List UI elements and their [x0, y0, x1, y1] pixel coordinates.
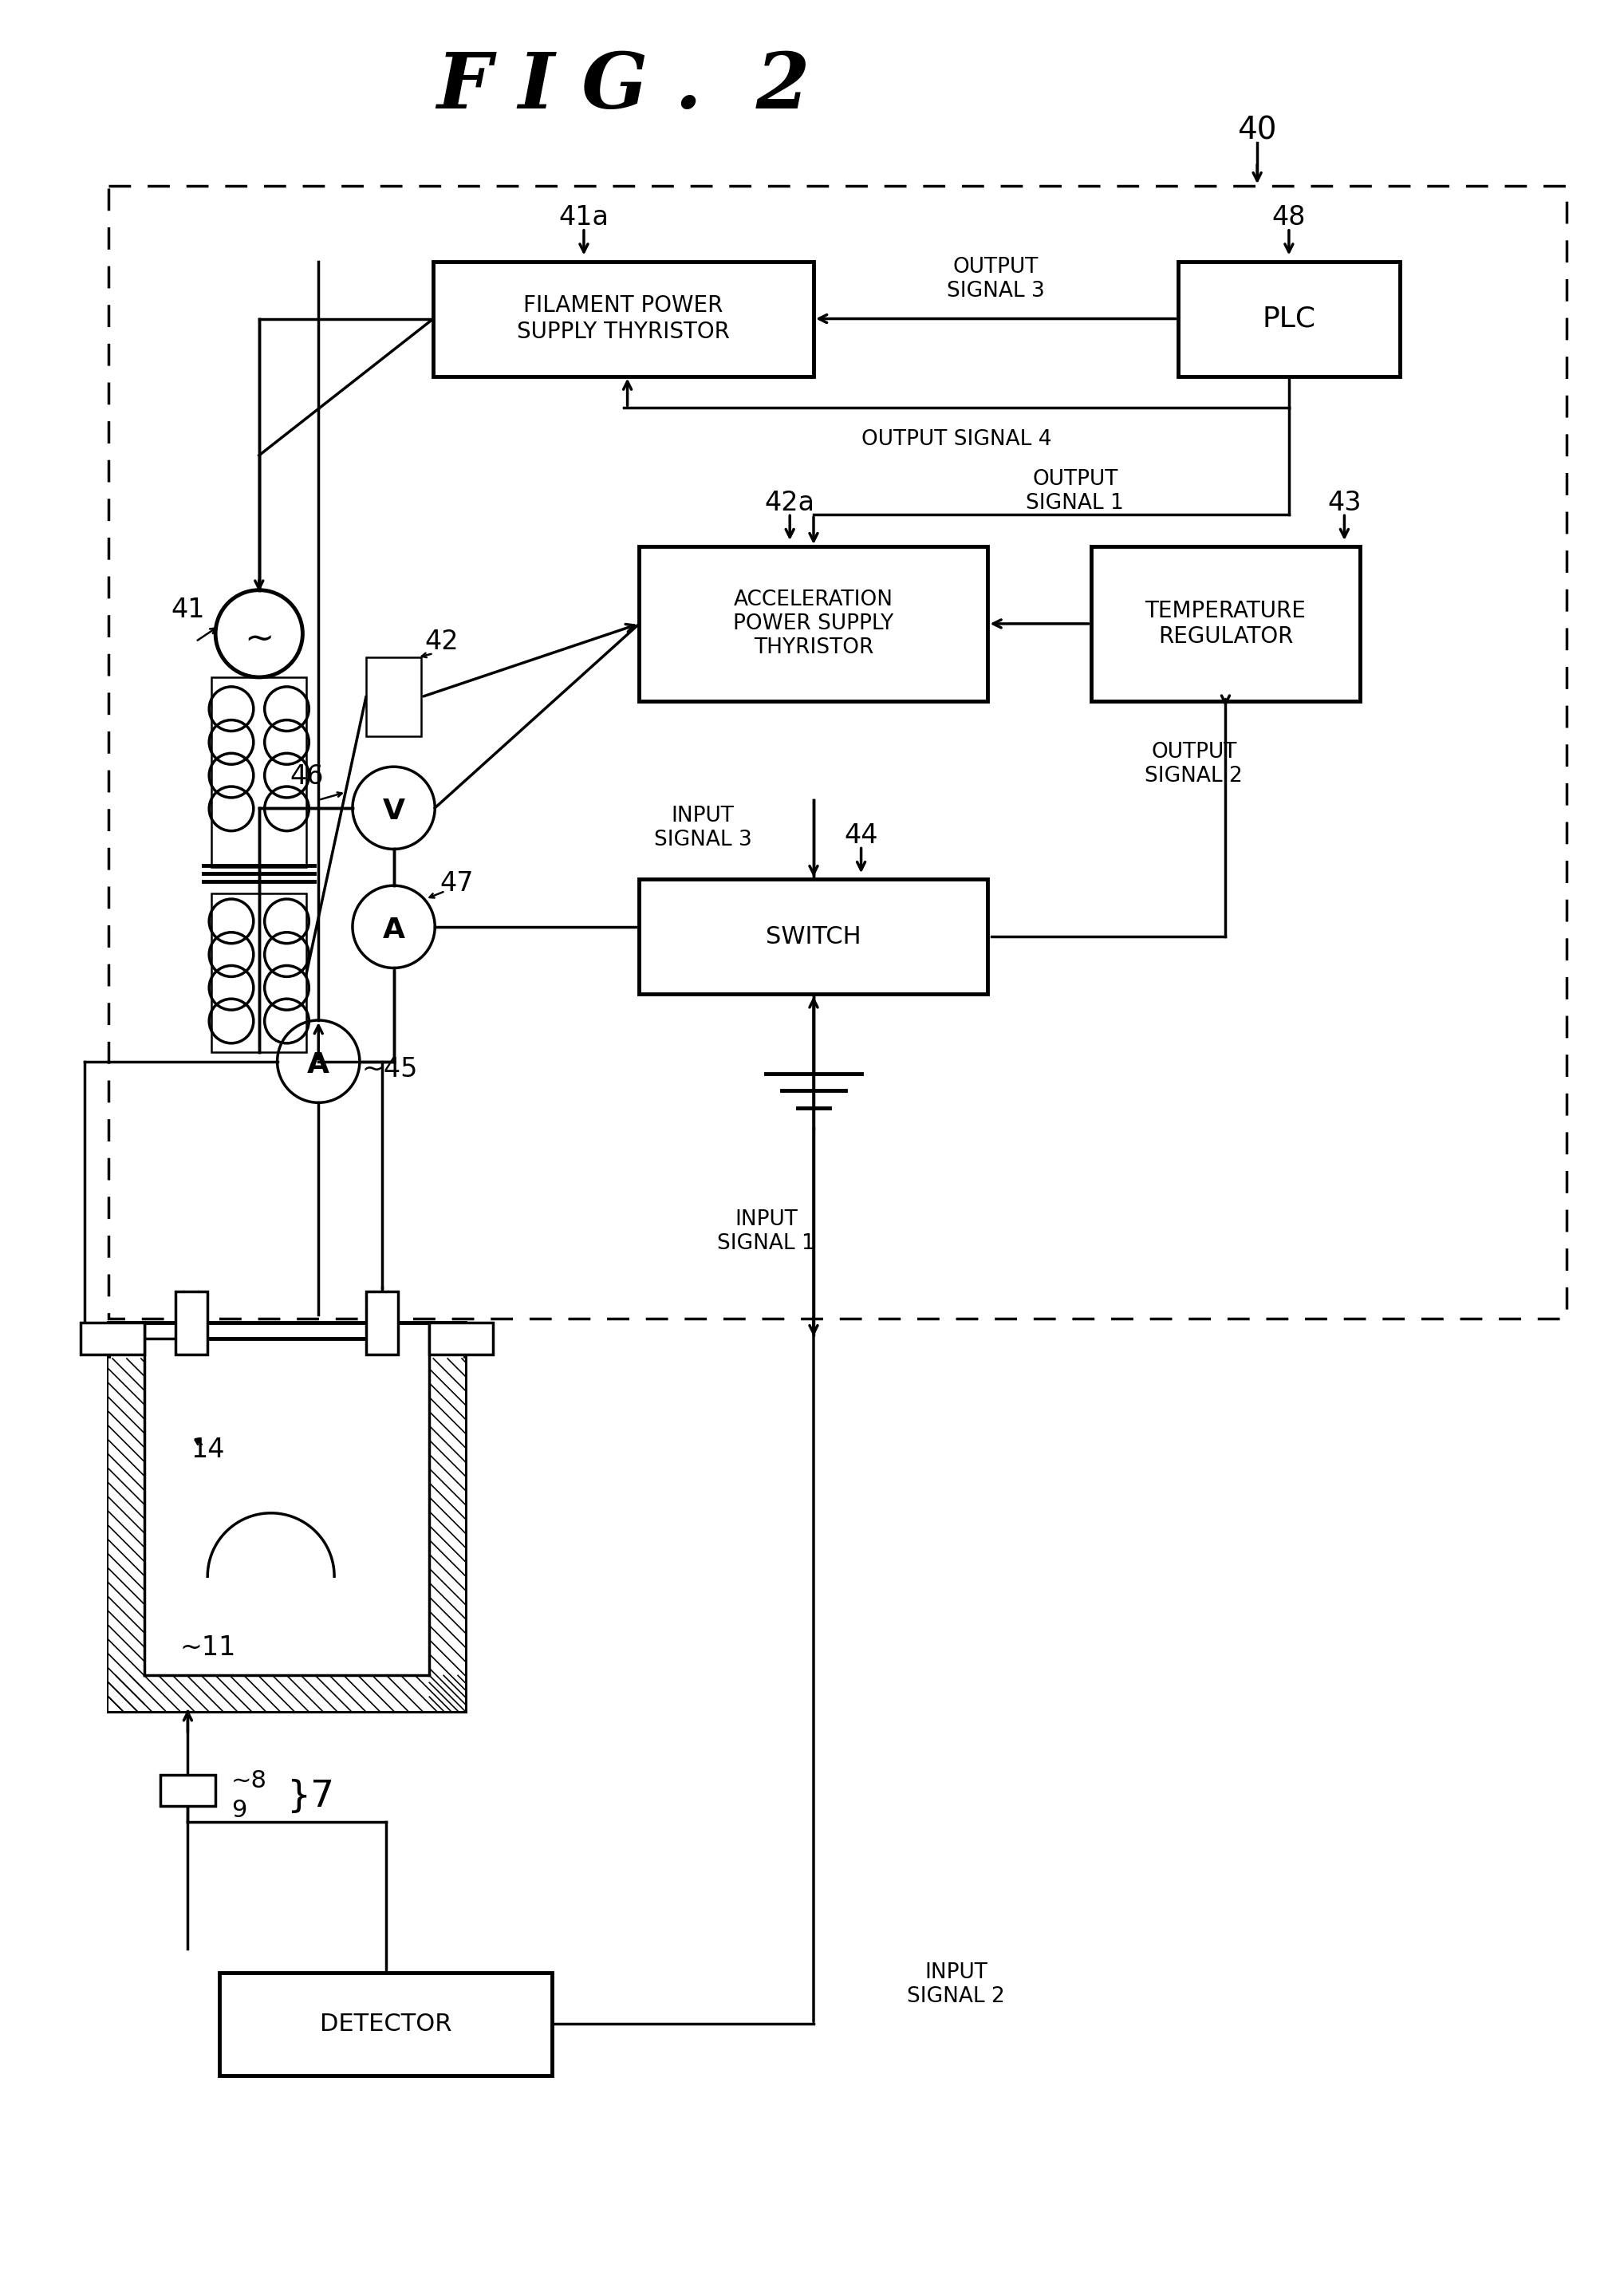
Bar: [365, 657, 422, 737]
Text: PLC: PLC: [1262, 305, 1315, 332]
Text: OUTPUT SIGNAL 4: OUTPUT SIGNAL 4: [861, 430, 1051, 450]
Bar: [1091, 546, 1361, 701]
Text: OUTPUT
SIGNAL 3: OUTPUT SIGNAL 3: [947, 257, 1044, 303]
Bar: [429, 1358, 464, 1711]
Text: 14: 14: [190, 1436, 224, 1463]
Bar: [365, 1292, 398, 1354]
Text: 41: 41: [171, 596, 205, 623]
Text: ~11: ~11: [180, 1633, 235, 1661]
Text: 48: 48: [1272, 205, 1306, 230]
Text: 43: 43: [1327, 489, 1361, 516]
Text: ACCELERATION
POWER SUPPLY
THYRISTOR: ACCELERATION POWER SUPPLY THYRISTOR: [734, 589, 893, 657]
Bar: [1177, 262, 1400, 375]
Bar: [211, 678, 307, 867]
Text: A: A: [383, 917, 404, 944]
Text: INPUT
SIGNAL 3: INPUT SIGNAL 3: [654, 805, 752, 851]
Text: DETECTOR: DETECTOR: [320, 2013, 451, 2036]
Bar: [640, 878, 987, 994]
Text: OUTPUT
SIGNAL 2: OUTPUT SIGNAL 2: [1145, 742, 1242, 787]
Text: FILAMENT POWER
SUPPLY THYRISTOR: FILAMENT POWER SUPPLY THYRISTOR: [516, 296, 729, 344]
Text: TEMPERATURE
REGULATOR: TEMPERATURE REGULATOR: [1145, 601, 1306, 648]
Text: 41a: 41a: [559, 205, 609, 230]
Text: SWITCH: SWITCH: [767, 926, 861, 949]
Bar: [175, 1292, 208, 1354]
Bar: [81, 1322, 145, 1354]
Bar: [434, 262, 814, 375]
Text: }7: }7: [287, 1779, 335, 1815]
Bar: [109, 1322, 464, 1711]
Bar: [109, 1674, 464, 1711]
Text: OUTPUT
SIGNAL 1: OUTPUT SIGNAL 1: [1026, 469, 1124, 514]
Text: F I G .  2: F I G . 2: [437, 50, 810, 125]
Bar: [429, 1322, 492, 1354]
Text: 46: 46: [289, 762, 323, 789]
Bar: [175, 1292, 208, 1354]
Bar: [211, 894, 307, 1051]
Bar: [219, 1972, 552, 2075]
Text: INPUT
SIGNAL 1: INPUT SIGNAL 1: [718, 1210, 815, 1254]
Text: 42a: 42a: [765, 489, 815, 516]
Bar: [365, 1292, 398, 1354]
Bar: [640, 546, 987, 701]
Text: INPUT
SIGNAL 2: INPUT SIGNAL 2: [908, 1961, 1005, 2007]
Text: V: V: [383, 799, 404, 824]
Text: 42: 42: [424, 628, 458, 655]
Bar: [109, 1358, 145, 1711]
Text: ~: ~: [244, 623, 274, 657]
Text: ~8: ~8: [231, 1770, 268, 1793]
Text: 47: 47: [440, 869, 474, 896]
Bar: [161, 1774, 216, 1806]
Text: A: A: [307, 1051, 330, 1078]
Text: 9: 9: [231, 1800, 247, 1822]
Text: 40: 40: [1237, 116, 1276, 146]
Bar: [109, 187, 1566, 1320]
Text: ~45: ~45: [362, 1056, 417, 1083]
Text: 44: 44: [844, 824, 879, 849]
